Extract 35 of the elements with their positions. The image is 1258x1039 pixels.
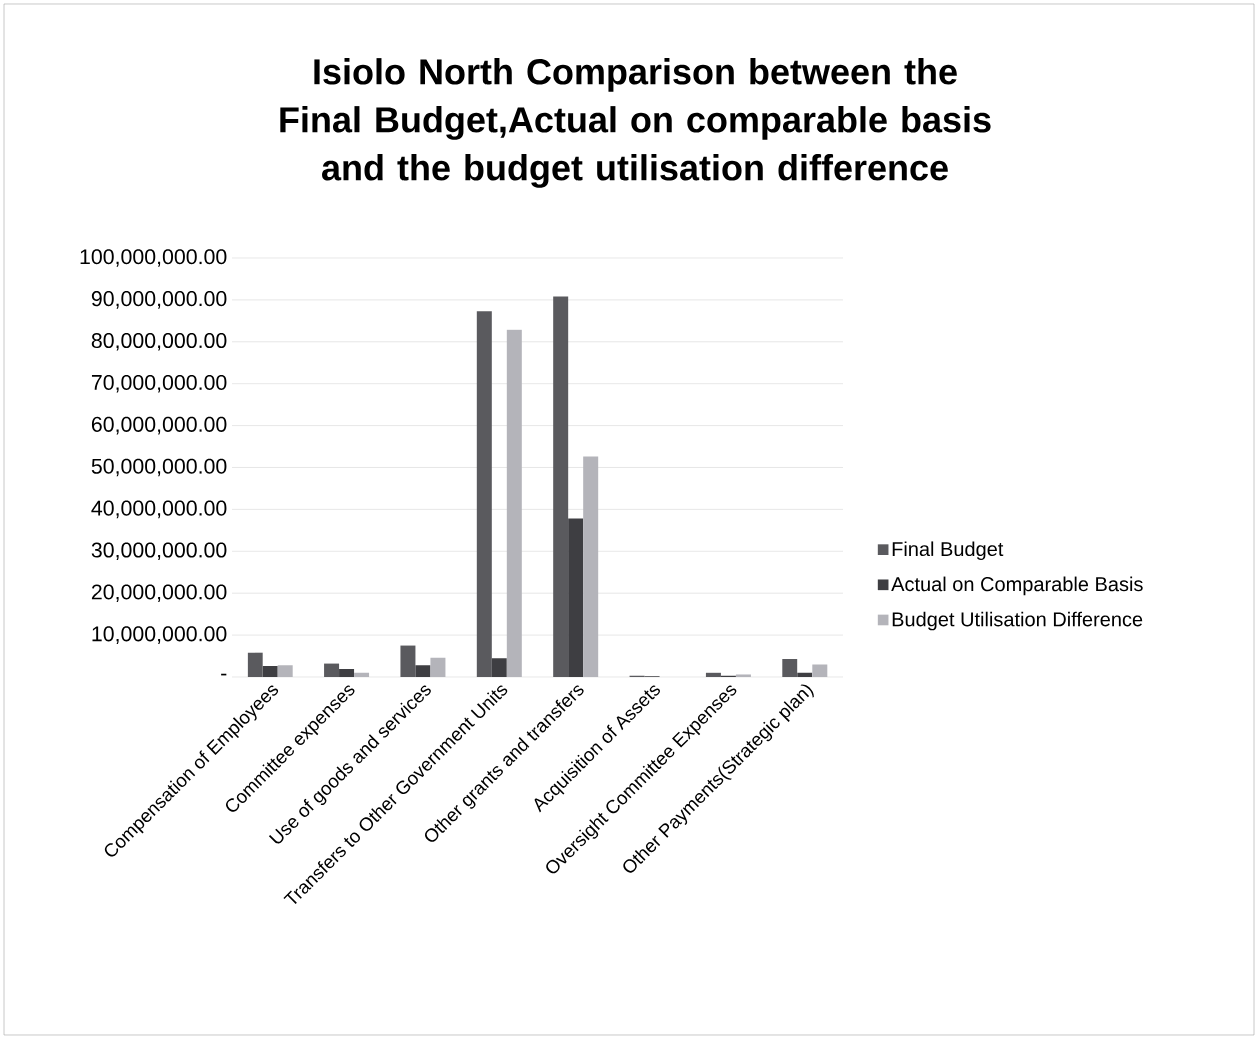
legend-label: Actual on Comparable Basis xyxy=(891,576,1143,596)
bar xyxy=(430,657,446,677)
bar xyxy=(782,658,798,677)
y-tick-label: 30,000,000.00 xyxy=(91,542,227,561)
y-tick-label: 100,000,000.00 xyxy=(80,249,227,267)
y-tick-label: 50,000,000.00 xyxy=(91,458,227,477)
legend-label: Final Budget xyxy=(892,541,1004,561)
y-tick-label: 40,000,000.00 xyxy=(91,500,227,519)
bar xyxy=(400,645,416,677)
bar xyxy=(797,672,813,677)
y-tick-label: 80,000,000.00 xyxy=(91,332,227,351)
bar xyxy=(415,665,431,677)
bar xyxy=(735,674,751,677)
bar xyxy=(553,296,569,677)
chart-title: Isiolo North Comparison between the Final Budget,Actual on comparable basis and the budget utilisation difference xyxy=(280,58,991,188)
bar xyxy=(277,665,293,677)
legend-label: Budget Utilisation Difference xyxy=(892,611,1143,631)
bar xyxy=(262,666,278,677)
y-tick-label: 10,000,000.00 xyxy=(92,626,227,644)
y-tick-label: - xyxy=(221,673,227,676)
bar xyxy=(354,672,370,677)
bar xyxy=(324,663,340,677)
y-tick-label: 70,000,000.00 xyxy=(91,374,227,393)
bar xyxy=(339,669,355,677)
bar xyxy=(491,658,507,677)
bar xyxy=(247,652,263,677)
y-tick-label: 20,000,000.00 xyxy=(91,584,227,602)
bar xyxy=(812,664,828,677)
bar xyxy=(705,672,721,677)
y-tick-label: 60,000,000.00 xyxy=(91,416,227,435)
bar xyxy=(476,311,492,677)
bar xyxy=(583,456,599,677)
bar xyxy=(506,329,522,677)
bar xyxy=(568,518,584,677)
y-tick-label: 90,000,000.00 xyxy=(91,291,227,309)
